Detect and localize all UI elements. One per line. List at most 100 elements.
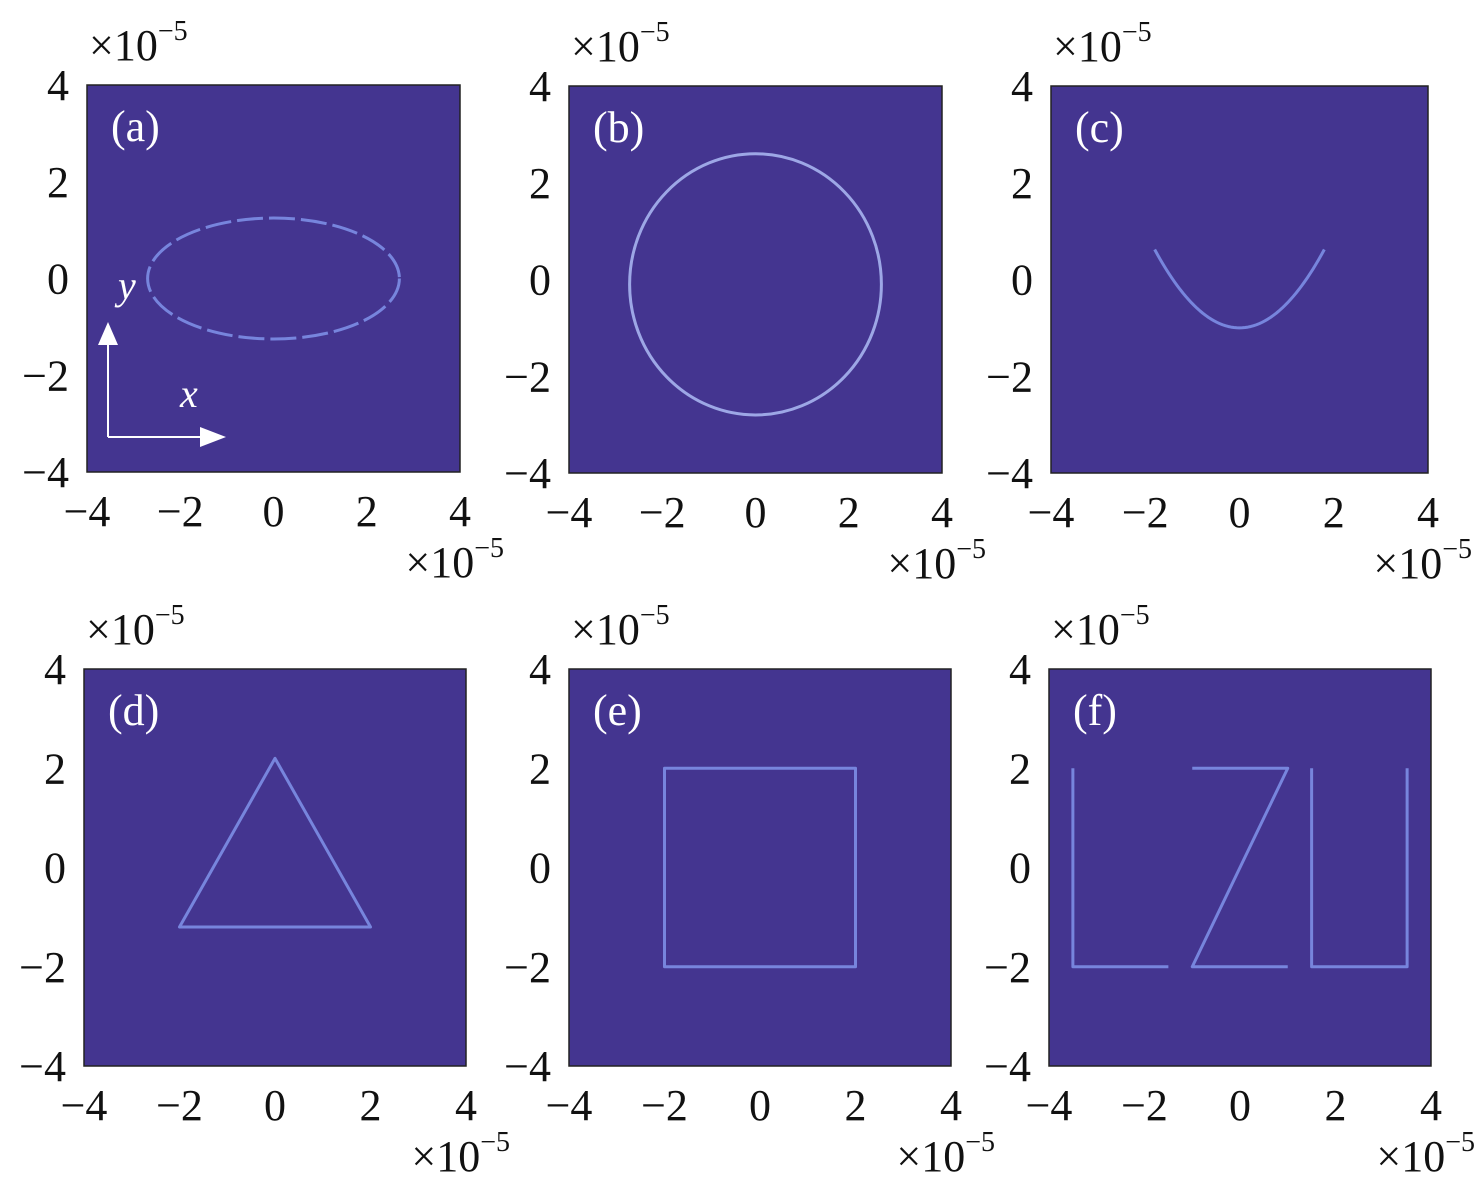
x-tick-label: 2: [360, 1081, 382, 1130]
y-tick-label: 4: [44, 645, 66, 694]
y-arrow-icon: [98, 322, 118, 345]
y-tick-label: −2: [984, 943, 1031, 992]
ellipse-trace: [146, 216, 401, 341]
circle-trace: [628, 152, 883, 417]
y-tick-label: −2: [22, 351, 69, 400]
y-tick-label: 4: [47, 61, 69, 110]
y-tick-label: 2: [1011, 159, 1033, 208]
y-multiplier-label: ×10−5: [86, 600, 185, 654]
y-tick-label: 4: [529, 62, 551, 111]
x-tick-label: 0: [1229, 488, 1251, 537]
x-tick-label: −4: [1028, 488, 1075, 537]
panel-e: (e) −4 −2 0 2 4 4 2 0 −2 −4 ×10−5 ×10−5: [504, 600, 995, 1181]
x-multiplier-label: ×10−5: [1373, 534, 1472, 588]
plot-area: [86, 84, 461, 473]
y-tick-label: 2: [44, 744, 66, 793]
panel-label: (c): [1075, 103, 1124, 152]
y-tick-label: 4: [529, 645, 551, 694]
x-multiplier-label: ×10−5: [1376, 1127, 1475, 1181]
y-tick-label: −4: [19, 1042, 66, 1091]
x-tick-label: 0: [263, 487, 285, 536]
y-tick-label: 0: [1009, 844, 1031, 893]
y-tick-label: −4: [504, 1042, 551, 1091]
y-multiplier-label: ×10−5: [1051, 600, 1150, 654]
letter-trace-2: [1310, 768, 1409, 969]
x-tick-label: −4: [1026, 1081, 1073, 1130]
x-tick-label: 2: [838, 488, 860, 537]
y-tick-label: −2: [19, 943, 66, 992]
plot-area: [568, 668, 952, 1067]
y-tick-label: 0: [44, 844, 66, 893]
y-multiplier-label: ×10−5: [571, 600, 670, 654]
x-tick-label: −2: [1122, 488, 1169, 537]
y-tick-label: −2: [504, 943, 551, 992]
letter-trace-1: [1190, 766, 1290, 969]
y-tick-label: −4: [22, 448, 69, 497]
y-tick-label: −4: [986, 449, 1033, 498]
panel-label: (f): [1073, 686, 1117, 735]
panel-label: (d): [108, 686, 159, 735]
triangle-trace: [178, 756, 372, 929]
x-tick-label: 4: [455, 1081, 477, 1130]
y-multiplier-label: ×10−5: [89, 16, 188, 70]
x-tick-label: 4: [940, 1081, 962, 1130]
y-multiplier-label: ×10−5: [1053, 17, 1152, 71]
x-tick-label: 4: [1420, 1081, 1442, 1130]
panel-label: (e): [593, 686, 642, 735]
x-multiplier-label: ×10−5: [887, 534, 986, 588]
x-tick-label: 4: [931, 488, 953, 537]
x-tick-label: 2: [1325, 1081, 1347, 1130]
x-arrow-icon: [200, 427, 226, 447]
y-tick-label: −2: [504, 352, 551, 401]
square-trace: [663, 766, 857, 969]
y-tick-label: 2: [47, 158, 69, 207]
panel-label: (b): [593, 103, 644, 152]
x-tick-label: 0: [264, 1081, 286, 1130]
x-tick-label: −2: [1121, 1081, 1168, 1130]
y-tick-label: 4: [1009, 645, 1031, 694]
x-tick-label: 2: [845, 1081, 867, 1130]
parabola-trace: [1153, 248, 1326, 330]
plot-area: [83, 668, 467, 1067]
x-multiplier-label: ×10−5: [896, 1127, 995, 1181]
letter-trace-0: [1071, 768, 1169, 969]
x-multiplier-label: ×10−5: [405, 533, 504, 587]
panel-a: (a) x y −4 −2 0 2 4 4 2 0 −2 −4 ×10−5 ×10−5: [22, 16, 504, 587]
x-tick-label: −4: [546, 1081, 593, 1130]
y-tick-label: 0: [529, 844, 551, 893]
panel-d: (d) −4 −2 0 2 4 4 2 0 −2 −4 ×10−5 ×10−5: [19, 600, 510, 1181]
x-multiplier-label: ×10−5: [411, 1127, 510, 1181]
panel-f: (f) −4 −2 0 2 4 4 2 0 −2 −4 ×10−5 ×10−5: [984, 600, 1475, 1181]
panel-c: (c) −4 −2 0 2 4 4 2 0 −2 −4 ×10−5 ×10−5: [986, 17, 1472, 588]
y-tick-label: 0: [47, 255, 69, 304]
x-tick-label: −4: [61, 1081, 108, 1130]
y-multiplier-label: ×10−5: [571, 17, 670, 71]
y-tick-label: 2: [1009, 744, 1031, 793]
inset-y-label: y: [114, 263, 136, 308]
y-tick-label: −4: [984, 1042, 1031, 1091]
x-tick-label: −4: [546, 488, 593, 537]
x-tick-label: −2: [639, 488, 686, 537]
y-tick-label: 2: [529, 744, 551, 793]
x-tick-label: 0: [745, 488, 767, 537]
x-tick-label: 4: [1417, 488, 1439, 537]
x-tick-label: 0: [1229, 1081, 1251, 1130]
x-tick-label: 2: [356, 487, 378, 536]
x-tick-label: 2: [1323, 488, 1345, 537]
y-tick-label: −4: [504, 449, 551, 498]
x-tick-label: −2: [157, 487, 204, 536]
x-tick-label: −2: [156, 1081, 203, 1130]
inset-x-label: x: [179, 371, 198, 416]
panel-b: (b) −4 −2 0 2 4 4 2 0 −2 −4 ×10−5 ×10−5: [504, 17, 986, 588]
x-tick-label: 0: [749, 1081, 771, 1130]
y-tick-label: 4: [1011, 62, 1033, 111]
x-tick-label: −4: [64, 487, 111, 536]
y-tick-label: 2: [529, 159, 551, 208]
plot-area: [1050, 85, 1429, 474]
x-tick-label: −2: [641, 1081, 688, 1130]
panel-label: (a): [111, 102, 160, 151]
y-tick-label: 0: [1011, 256, 1033, 305]
y-tick-label: −2: [986, 352, 1033, 401]
x-tick-label: 4: [449, 487, 471, 536]
